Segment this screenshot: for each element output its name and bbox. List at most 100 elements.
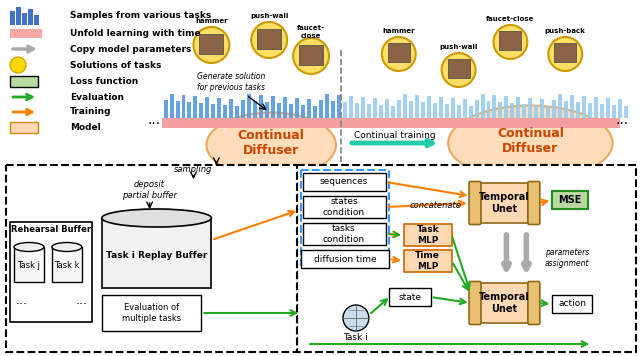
Bar <box>477 283 531 323</box>
Bar <box>486 101 490 118</box>
Bar <box>289 104 293 118</box>
Bar <box>427 96 431 118</box>
Bar <box>474 100 479 118</box>
Text: Training: Training <box>70 108 111 116</box>
Bar <box>582 96 586 118</box>
Bar <box>558 94 563 118</box>
Text: Time
MLP: Time MLP <box>415 251 440 271</box>
Bar <box>618 99 622 118</box>
Text: Unfold learning with time: Unfold learning with time <box>70 30 200 38</box>
Bar <box>193 96 198 118</box>
Bar <box>420 102 425 118</box>
Bar <box>552 295 592 313</box>
Circle shape <box>382 37 416 71</box>
Bar <box>552 191 588 209</box>
Bar <box>445 104 449 118</box>
Circle shape <box>493 25 527 59</box>
Text: sequences: sequences <box>320 178 368 187</box>
Text: tasks
condition: tasks condition <box>323 224 365 244</box>
Text: Temporal
Unet: Temporal Unet <box>479 292 530 314</box>
Text: Evaluation of
multiple tasks: Evaluation of multiple tasks <box>122 303 181 323</box>
Bar <box>14 247 44 282</box>
Text: Copy model parameters: Copy model parameters <box>70 44 191 53</box>
Circle shape <box>548 37 582 71</box>
Bar <box>606 98 610 118</box>
Circle shape <box>442 53 476 87</box>
Bar <box>236 106 239 118</box>
Text: faucet-close: faucet-close <box>486 16 534 22</box>
Bar <box>554 43 576 62</box>
Bar <box>200 103 204 118</box>
Bar <box>343 102 347 118</box>
Bar <box>385 99 389 118</box>
Bar <box>576 102 580 118</box>
Bar <box>600 104 604 118</box>
Text: Samples from various tasks: Samples from various tasks <box>70 10 211 20</box>
Bar <box>161 118 620 128</box>
Bar <box>534 105 538 118</box>
Text: faucet-
close: faucet- close <box>297 26 325 38</box>
Bar <box>319 100 323 118</box>
Bar <box>182 95 186 118</box>
Text: push-wall: push-wall <box>250 13 289 19</box>
Bar <box>361 97 365 118</box>
Text: ...: ... <box>16 293 28 307</box>
Bar <box>477 183 531 223</box>
Bar <box>303 223 386 245</box>
Bar <box>10 76 38 87</box>
Bar <box>552 100 556 118</box>
Bar <box>337 95 341 118</box>
Bar <box>447 59 470 78</box>
Text: hammer: hammer <box>383 28 415 34</box>
Bar <box>297 165 636 352</box>
Bar <box>463 99 467 118</box>
Bar <box>404 224 452 246</box>
Text: concatenate: concatenate <box>410 200 461 209</box>
Text: Task k: Task k <box>54 261 79 269</box>
FancyBboxPatch shape <box>469 182 481 225</box>
Bar <box>570 95 574 118</box>
Circle shape <box>343 305 369 331</box>
Bar <box>205 97 209 118</box>
Circle shape <box>252 22 287 58</box>
Text: Continual
Diffuser: Continual Diffuser <box>238 129 305 157</box>
Bar <box>409 101 413 118</box>
Bar <box>188 102 191 118</box>
FancyBboxPatch shape <box>301 170 389 268</box>
Bar <box>299 45 323 65</box>
Bar <box>547 106 550 118</box>
FancyBboxPatch shape <box>528 182 540 225</box>
Text: states
condition: states condition <box>323 197 365 217</box>
Ellipse shape <box>448 105 612 180</box>
Bar <box>102 295 202 331</box>
Ellipse shape <box>52 242 82 251</box>
Ellipse shape <box>207 112 336 178</box>
Bar <box>16 7 21 25</box>
Text: Temporal
Unet: Temporal Unet <box>479 192 530 214</box>
Bar <box>200 34 223 54</box>
Ellipse shape <box>14 242 44 251</box>
Bar <box>52 247 82 282</box>
Circle shape <box>10 57 26 73</box>
Bar <box>522 104 526 118</box>
Bar <box>389 288 431 306</box>
Bar <box>6 165 297 352</box>
Bar <box>403 94 407 118</box>
Bar <box>468 106 472 118</box>
Circle shape <box>193 27 229 63</box>
Bar <box>397 100 401 118</box>
Bar <box>241 100 245 118</box>
Bar <box>102 218 211 288</box>
Text: state: state <box>398 293 421 302</box>
Bar <box>588 103 592 118</box>
Bar <box>307 99 311 118</box>
Bar <box>516 97 520 118</box>
Text: push-wall: push-wall <box>440 44 478 50</box>
Text: Task j: Task j <box>17 261 40 269</box>
Text: parameters
assignment: parameters assignment <box>545 248 589 268</box>
Bar <box>303 196 386 218</box>
Bar <box>301 105 305 118</box>
Ellipse shape <box>14 277 44 287</box>
Bar <box>28 9 33 25</box>
Bar <box>325 94 329 118</box>
